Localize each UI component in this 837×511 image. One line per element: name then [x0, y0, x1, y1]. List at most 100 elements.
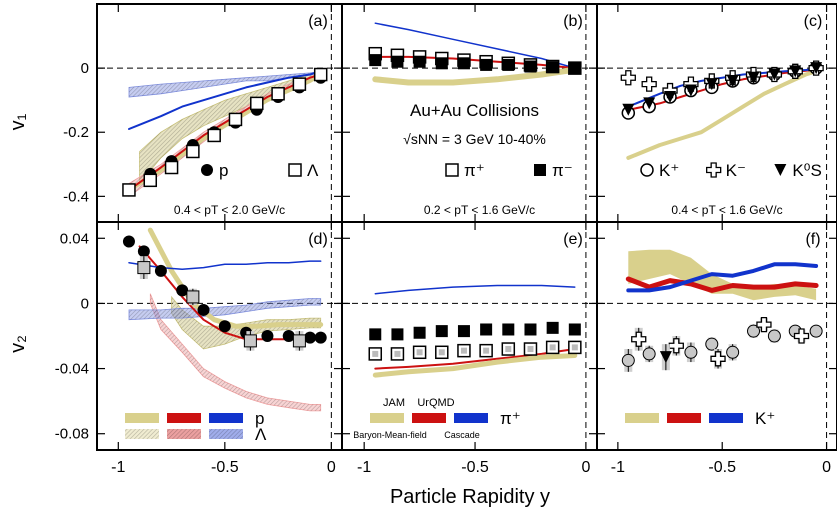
data-point-triangle-down: [726, 74, 739, 87]
data-point-square-filled: [413, 55, 426, 68]
panel-f: (f) K⁺: [597, 222, 837, 450]
legend-label: Λ: [307, 161, 319, 180]
legend-marker: [706, 162, 722, 178]
panel-e: (e) π⁺ JAM UrQMD Baryon-Mean-field Cascade: [342, 222, 597, 450]
model-curve-1: [374, 55, 576, 70]
model-curve-2: [128, 260, 322, 270]
legend-label: K⁺: [659, 161, 679, 180]
data-point-circle-gray: [642, 347, 656, 361]
x-tick-label: -1: [357, 459, 371, 476]
data-point-circle-gray: [621, 353, 635, 367]
model-curve-1: [626, 262, 819, 293]
panel-d-plot: [97, 222, 342, 450]
panel-label-c: (c): [804, 13, 823, 30]
data-point-square-open: [164, 160, 179, 175]
data-point-circle-gray: [809, 324, 823, 338]
data-point-square-open: [143, 173, 158, 188]
frame-layer: 0 -0.2 -0.4 0.04 0 -0.04 -0.08 -1 -0.5 0 -1 -0.5 0 -1…: [55, 3, 837, 476]
data-point-cross-open: [641, 76, 657, 92]
data-point-square-filled: [391, 55, 404, 68]
panel-label-a: (a): [308, 13, 328, 30]
data-point-circle-gray: [705, 337, 719, 351]
data-point-cross-open: [631, 331, 647, 347]
data-point-square-open-gray-fill: [438, 349, 445, 356]
data-point-triangle-down: [789, 65, 802, 78]
panel-b-plot: [342, 4, 597, 222]
legend-marker: [288, 163, 302, 177]
panel-label-d: (d): [308, 231, 328, 248]
data-point-square-open-gray-fill: [460, 347, 467, 354]
data-point-square-filled: [435, 325, 448, 338]
model-band-hatch-1: [171, 296, 321, 349]
data-point-circle-filled: [197, 303, 210, 316]
panel-label-f: (f): [805, 231, 820, 248]
data-point-triangle-down: [810, 62, 823, 75]
model-swatch: [125, 413, 159, 423]
data-point-square-gray: [243, 334, 257, 348]
x-tick-label: -0.5: [708, 459, 736, 476]
data-point-square-filled: [524, 323, 537, 336]
collision-title: Au+Au Collisions: [410, 101, 539, 120]
data-point-triangle-down: [705, 78, 718, 91]
x-tick-label: -0.5: [461, 459, 489, 476]
model-name: UrQMD: [417, 397, 454, 409]
panel-a: (a) 0.4 < pT < 2.0 GeV/c p Λ: [97, 4, 342, 222]
data-point-triangle-down: [643, 97, 656, 110]
legend-label: K⁰S: [792, 161, 822, 180]
legend-marker: [201, 164, 213, 176]
data-point-square-filled: [502, 323, 515, 336]
model-curve-1: [627, 68, 818, 111]
data-point-square-filled: [480, 58, 493, 71]
model-curve-2: [128, 70, 322, 130]
y-tick-label: -0.2: [63, 124, 89, 141]
data-point-circle-gray: [747, 324, 761, 338]
kinematic-cut: 0.2 < pT < 1.6 GeV/c: [424, 203, 535, 217]
x-axis-title: Particle Rapidity y: [390, 486, 550, 508]
data-point-triangle-down: [747, 71, 760, 84]
data-point-square-gray: [186, 290, 200, 304]
data-point-cross-open: [756, 316, 772, 333]
model-swatch: [625, 413, 659, 423]
data-point-circle-filled: [314, 331, 327, 344]
kinematic-cut: 0.4 < pT < 2.0 GeV/c: [174, 203, 285, 217]
data-point-square-filled: [480, 323, 493, 336]
y-tick-label: -0.04: [55, 361, 89, 378]
data-point-square-filled: [524, 60, 537, 73]
data-point-square-open-gray-fill: [549, 344, 556, 351]
data-point-triangle-down: [684, 84, 697, 97]
model-swatch-hatch: [167, 429, 201, 439]
panel-a-plot: [97, 4, 342, 222]
panel-c-plot: [597, 4, 837, 222]
data-point-triangle-down: [659, 351, 672, 364]
data-point-cross-open: [793, 328, 810, 344]
model-band-hatch-2: [129, 298, 321, 320]
data-point-square-open-gray-fill: [372, 350, 379, 357]
model-swatch: [412, 413, 446, 423]
model-band-hatch-2: [129, 71, 321, 97]
data-point-square-filled: [369, 54, 382, 67]
panel-e-plot: [342, 222, 597, 450]
data-point-square-open: [186, 144, 200, 159]
panel-d: (d) pΛ: [97, 222, 342, 450]
legend-marker: [774, 164, 787, 176]
kinematic-cut: 0.4 < pT < 1.6 GeV/c: [671, 203, 782, 217]
model-band-hatch-0: [150, 293, 321, 411]
data-point-square-filled: [413, 326, 426, 339]
x-tick-label: -1: [611, 459, 625, 476]
data-point-square-open: [313, 67, 328, 82]
model-curve-0: [626, 69, 819, 160]
data-point-cross-open: [710, 351, 726, 367]
data-point-square-open-gray-fill: [505, 346, 512, 353]
legend-label: K⁻: [726, 161, 746, 180]
model-curve-2: [372, 66, 578, 86]
y-tick-label: 0: [81, 295, 89, 312]
panel-f-plot: [597, 222, 837, 450]
data-point-circle-filled: [261, 330, 274, 342]
x-tick-label: 0: [822, 459, 831, 476]
model-curve-0: [147, 227, 324, 329]
y-tick-label: 0: [81, 60, 89, 77]
data-point-circle-gray: [767, 329, 781, 343]
data-point-square-filled: [546, 61, 559, 74]
x-tick-label: 0: [327, 459, 336, 476]
